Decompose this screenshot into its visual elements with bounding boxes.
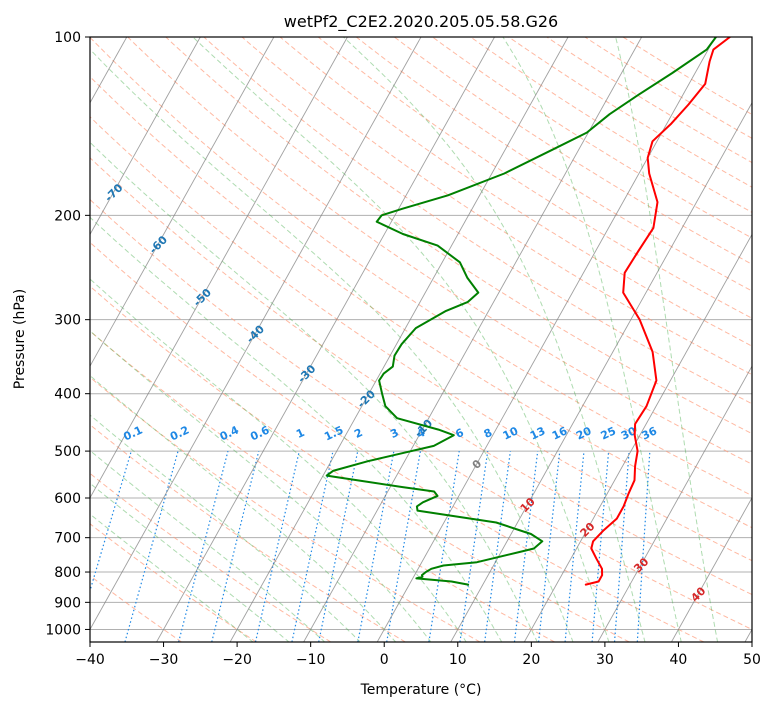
x-tick-label: −10 — [296, 652, 326, 668]
y-tick-label: 1000 — [45, 622, 81, 638]
moist-adiabat — [90, 278, 467, 642]
x-tick-label: 50 — [743, 652, 761, 668]
moist-adiabat — [502, 37, 682, 642]
mixing-ratio-label: 20 — [574, 424, 594, 442]
mixing-ratio-lines — [90, 450, 651, 642]
mixing-ratio-label: 16 — [550, 424, 570, 442]
dry-adiabat — [90, 424, 406, 642]
dry-adiabat — [546, 37, 752, 164]
isotherm-line — [597, 365, 752, 642]
mixing-ratio-line — [124, 450, 179, 642]
y-tick-label: 600 — [54, 491, 81, 507]
moist-adiabat — [90, 374, 397, 642]
y-tick-label: 400 — [54, 387, 81, 403]
mixing-ratio-line — [318, 450, 359, 642]
plot-area: 0.10.20.40.611.52346810131620253036-100-… — [90, 37, 752, 642]
moist-adiabat — [343, 37, 646, 642]
dry-adiabat — [90, 116, 752, 562]
y-tick-label: 200 — [54, 208, 81, 224]
moist-adiabat — [90, 216, 503, 642]
dry-adiabat — [90, 157, 752, 596]
dry-adiabat — [90, 376, 481, 642]
mixing-ratio-line — [459, 451, 489, 642]
dry-adiabat — [165, 37, 752, 435]
mixing-ratio-label: 10 — [501, 424, 521, 442]
temperature-trace — [584, 37, 731, 586]
dry-adiabat — [317, 37, 752, 319]
x-tick-label: −20 — [222, 652, 252, 668]
moist-adiabat — [90, 141, 538, 642]
x-tick-label: 40 — [670, 652, 688, 668]
isotherm-line — [523, 233, 752, 642]
y-axis: 100 200 300 400 500 600 700 800 900 1000 — [45, 30, 90, 638]
y-tick-label: 900 — [54, 595, 81, 611]
dry-adiabats — [90, 37, 752, 642]
x-tick-label: −40 — [75, 652, 105, 668]
dry-adiabat — [90, 75, 752, 529]
x-axis: −40 −30 −20 −10 0 10 20 30 40 50 — [75, 642, 761, 668]
isotherm-line — [90, 37, 201, 236]
dry-adiabat — [90, 241, 705, 642]
isotherms — [90, 37, 752, 642]
moist-adiabat — [90, 449, 326, 642]
isotherm-line — [450, 101, 752, 642]
x-tick-label: 0 — [380, 652, 389, 668]
dry-adiabat — [584, 37, 752, 139]
y-axis-label: Pressure (hPa) — [12, 289, 28, 389]
mixing-ratio-line — [291, 450, 334, 642]
dry-adiabat — [470, 37, 752, 213]
y-tick-label: 800 — [54, 565, 81, 581]
isotherm-line — [229, 37, 569, 642]
dry-adiabat — [90, 285, 630, 642]
sounding-traces — [325, 37, 731, 586]
isotherm-line — [303, 37, 643, 642]
dewpoint-trace — [325, 37, 717, 586]
mixing-ratio-label: 25 — [599, 424, 618, 442]
isotherm-line — [90, 37, 275, 368]
moist-adiabat — [90, 330, 432, 642]
dry-adiabat — [355, 37, 752, 292]
moist-adiabat — [615, 37, 719, 642]
isotherm-line — [671, 496, 752, 642]
dry-adiabat — [90, 198, 752, 630]
mixing-ratio-line — [386, 450, 422, 642]
pressure-gridlines — [90, 37, 752, 630]
x-tick-label: 20 — [522, 652, 540, 668]
mixing-ratio-line — [513, 451, 539, 642]
isotherm-line — [90, 37, 422, 631]
dry-adiabat — [432, 37, 752, 239]
y-tick-label: 300 — [54, 313, 81, 329]
isotherm-line — [90, 37, 348, 499]
y-tick-label: 100 — [54, 30, 81, 46]
x-tick-label: −30 — [149, 652, 179, 668]
x-axis-label: Temperature (°C) — [360, 682, 482, 698]
y-tick-label: 500 — [54, 444, 81, 460]
mixing-ratio-label: 13 — [528, 424, 547, 442]
moist-adiabats — [90, 37, 719, 642]
mixing-ratio-line — [254, 450, 300, 642]
mixing-ratio-line — [211, 450, 260, 642]
moist-adiabat — [192, 37, 610, 642]
dry-adiabat — [90, 330, 555, 642]
x-tick-label: 30 — [596, 652, 614, 668]
mixing-ratio-line — [178, 450, 229, 642]
moist-adiabat — [90, 513, 254, 642]
mixing-ratio-label: 36 — [640, 424, 660, 442]
mixing-ratio-line — [484, 451, 512, 642]
dry-adiabat — [279, 37, 752, 347]
mixing-ratio-line — [428, 451, 460, 642]
mixing-ratio-label: 30 — [619, 424, 639, 442]
isotherm-line — [376, 37, 716, 642]
moist-adiabat — [90, 482, 290, 642]
isotherm-line — [156, 37, 495, 642]
mixing-ratio-line — [357, 450, 395, 642]
x-tick-label: 10 — [449, 652, 467, 668]
y-tick-label: 700 — [54, 531, 81, 547]
plot-frame — [89, 36, 753, 643]
chart-title: wetPf2_C2E2.2020.205.05.58.G26 — [284, 12, 558, 32]
dry-adiabat — [241, 37, 752, 376]
moist-adiabat — [90, 48, 574, 642]
